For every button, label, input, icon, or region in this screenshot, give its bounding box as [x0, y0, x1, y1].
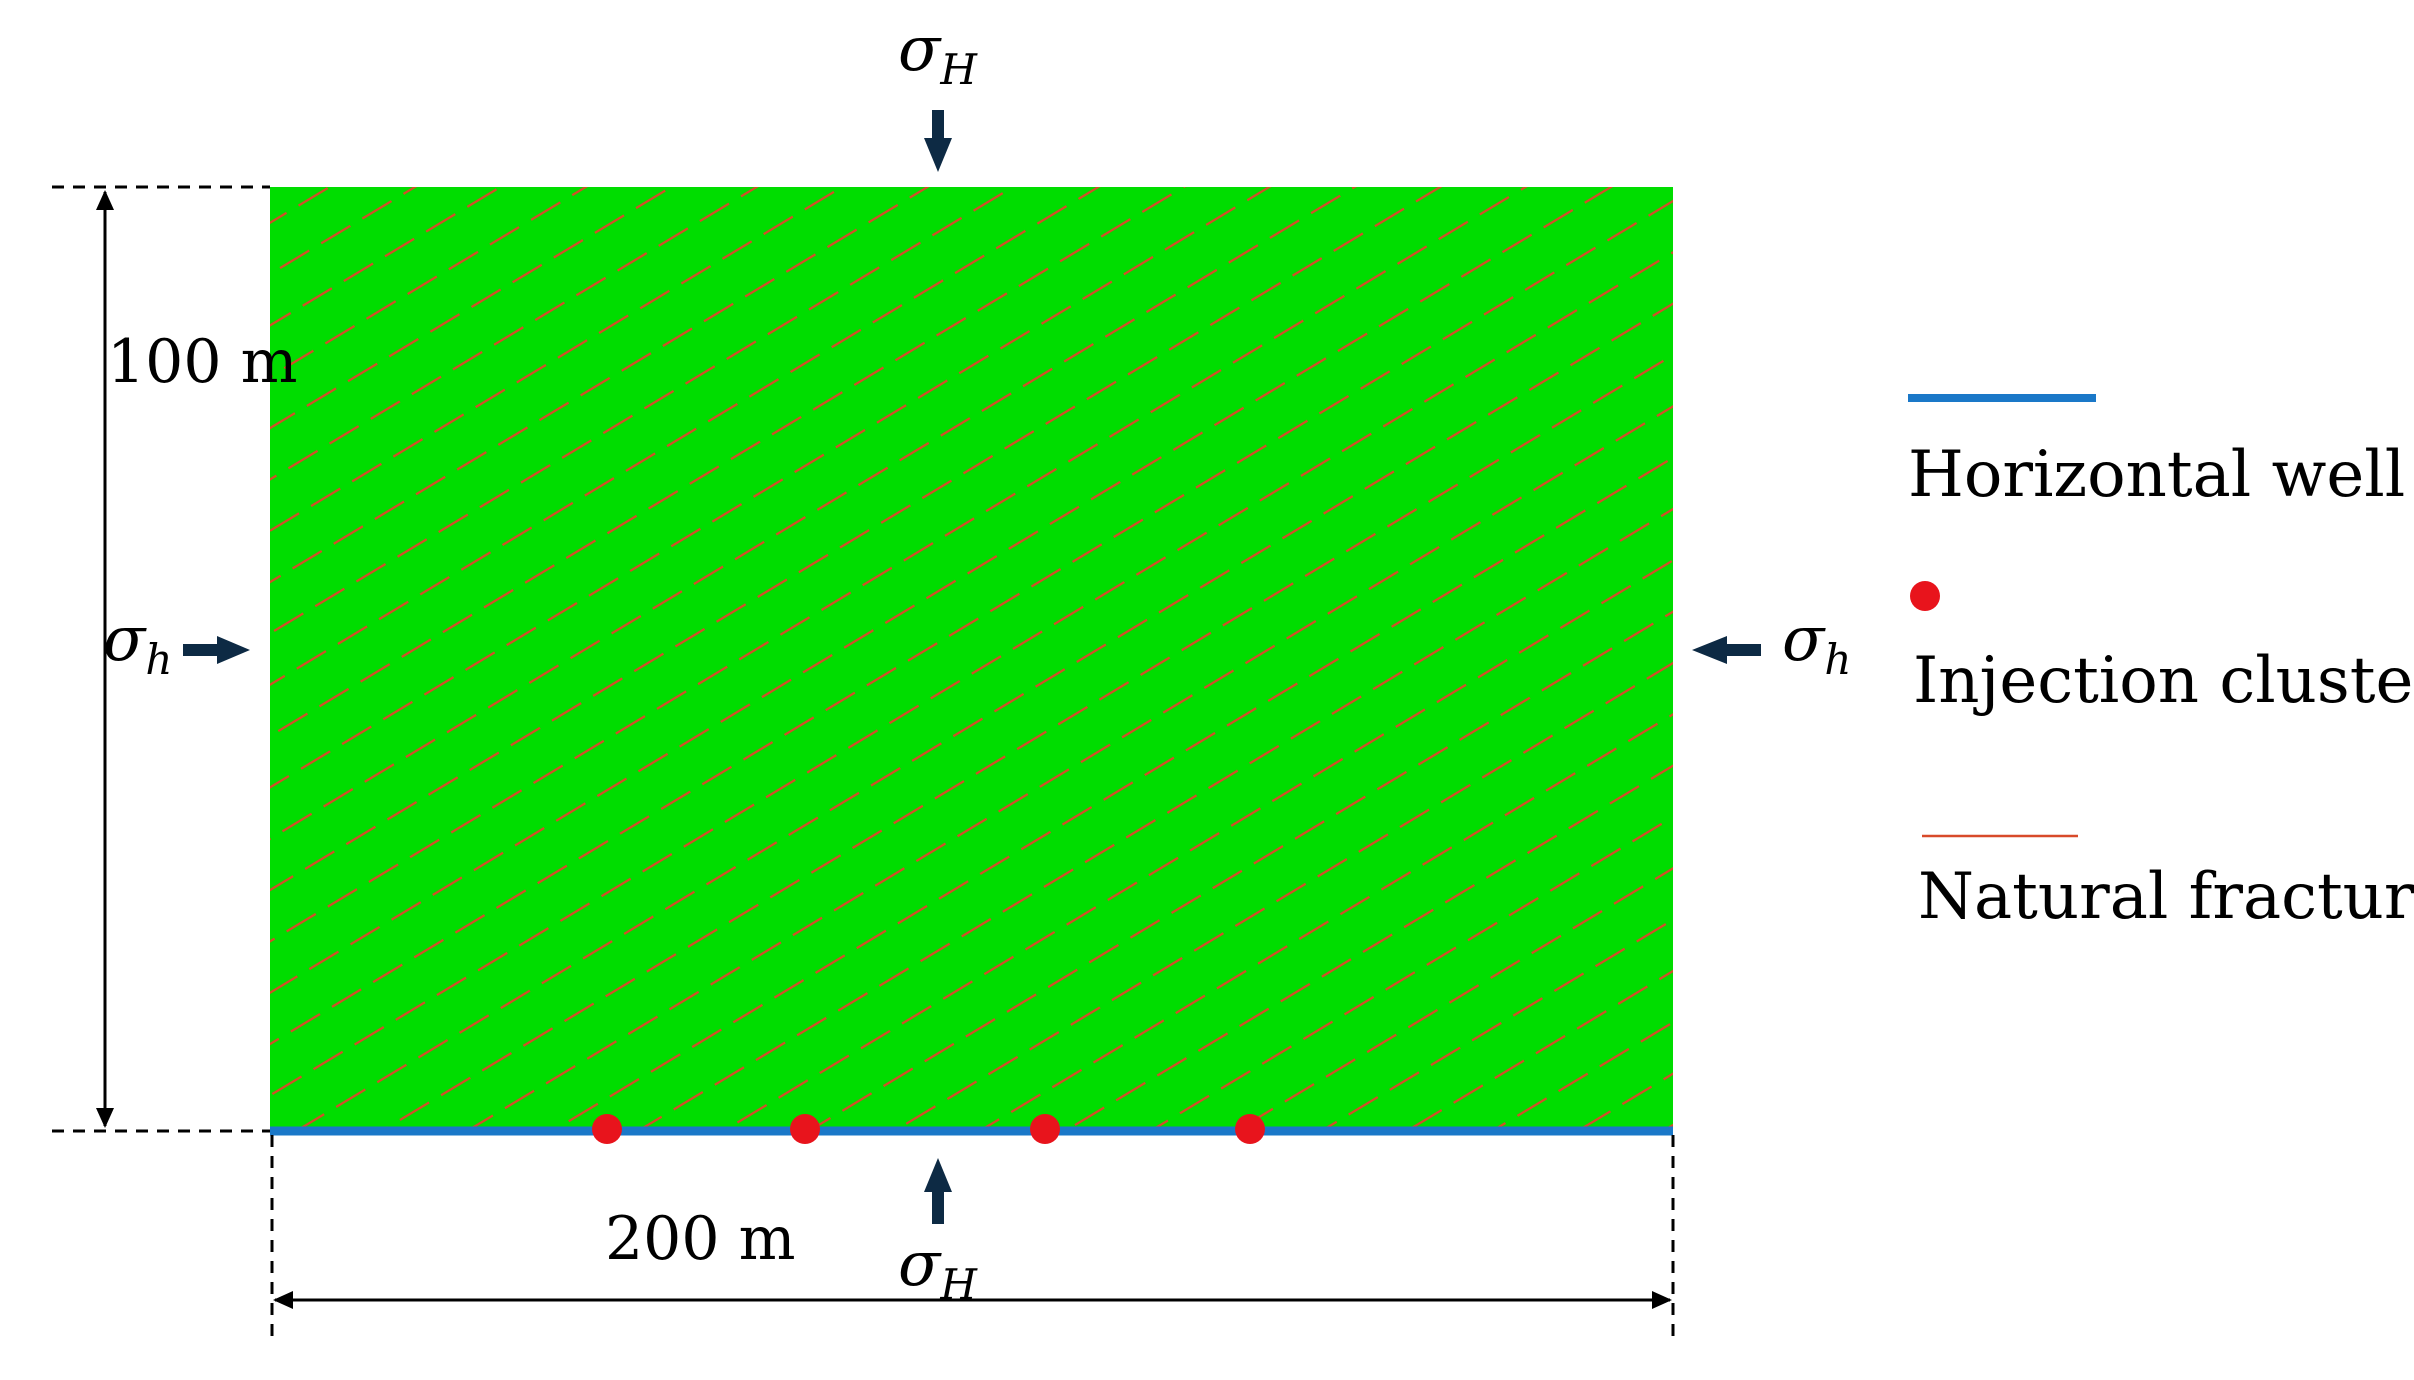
stress-label-bottom: σH: [898, 1227, 978, 1309]
legend-well-label: Horizontal well: [1908, 438, 2405, 512]
arrow-right-icon: [183, 636, 250, 664]
stress-label-left: σh: [103, 602, 172, 684]
legend-cluster-label: Injection cluster: [1913, 644, 2414, 718]
legend-cluster-swatch: [1910, 581, 1940, 611]
arrow-left-icon: [1692, 636, 1761, 664]
arrow-down-icon: [924, 110, 952, 172]
stress-label-right: σh: [1782, 602, 1851, 684]
stress-label-top: σH: [898, 12, 978, 94]
injection-cluster-2: [790, 1114, 820, 1144]
width-dimension-line: [273, 1291, 1672, 1309]
height-label: 100 m: [107, 327, 298, 397]
natural-fracture-field: [270, 187, 1673, 1130]
injection-cluster-3: [1030, 1114, 1060, 1144]
injection-cluster-1: [592, 1114, 622, 1144]
arrow-up-icon: [924, 1158, 952, 1224]
injection-cluster-4: [1235, 1114, 1265, 1144]
width-label: 200 m: [605, 1204, 796, 1274]
legend: Horizontal well Injection cluster Natura…: [1908, 394, 2414, 934]
legend-fracture-label: Natural fracture: [1918, 860, 2414, 934]
height-dimension-line: [96, 190, 114, 1128]
